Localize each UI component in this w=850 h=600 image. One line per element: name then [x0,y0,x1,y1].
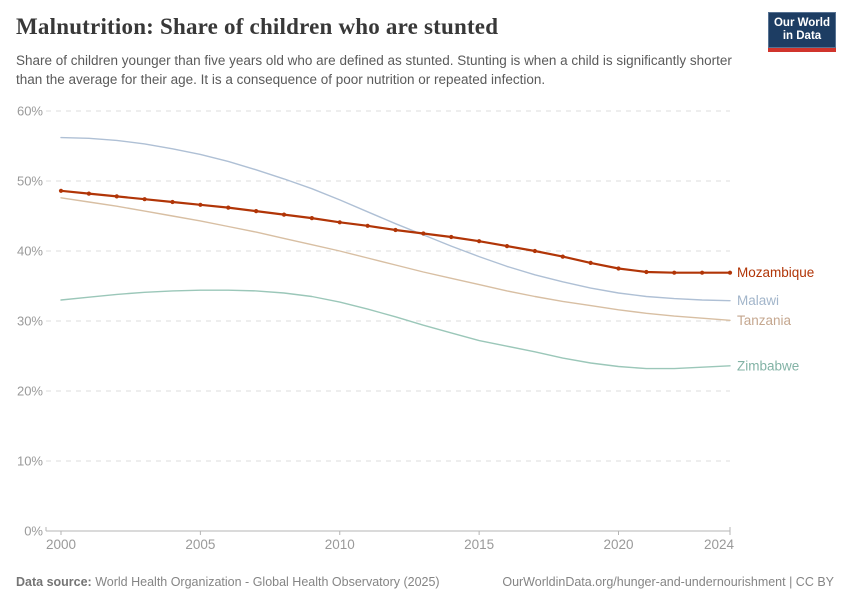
series-line-zimbabwe[interactable] [60,289,731,370]
page-title: Malnutrition: Share of children who are … [16,14,499,39]
series-marker-mozambique [337,220,342,225]
y-tick-label: 10% [17,454,43,469]
series-marker-mozambique [281,212,287,217]
x-tick-label: 2020 [603,537,633,552]
series-marker-mozambique [114,194,119,199]
chart-footer: Data source: World Health Organization -… [16,575,834,589]
chart-subtitle: Share of children younger than five year… [16,53,732,87]
data-source: Data source: World Health Organization -… [16,575,440,589]
series-marker-mozambique [365,223,370,228]
series-marker-mozambique [672,270,677,275]
series-marker-mozambique [86,191,91,196]
series-marker-mozambique [170,199,175,205]
series-marker-mozambique [532,248,537,254]
data-source-label: Data source: [16,575,92,589]
series-line-malawi[interactable] [60,136,731,302]
series-marker-mozambique [309,216,314,221]
owid-logo-line1: Our World [773,17,830,29]
owid-logo[interactable]: Our World in Data [768,12,836,52]
series-label-mozambique[interactable]: Mozambique [737,265,814,280]
series-marker-mozambique [560,254,565,259]
series-marker-mozambique [254,209,259,214]
series-label-zimbabwe[interactable]: Zimbabwe [737,358,799,373]
y-tick-label: 40% [17,244,43,259]
series-label-malawi[interactable]: Malawi [737,293,779,308]
series-marker-mozambique [477,239,482,244]
y-tick-label: 30% [17,314,43,329]
series-marker-mozambique [727,270,733,275]
owid-logo-line2: in Data [782,30,822,42]
y-tick-label: 0% [24,524,43,539]
y-tick-label: 50% [17,174,43,189]
series-marker-mozambique [226,205,231,210]
y-tick-label: 60% [17,104,43,119]
series-marker-mozambique [142,197,147,202]
series-marker-mozambique [588,260,593,265]
x-tick-label: 2010 [325,537,355,552]
series-marker-mozambique [393,227,398,233]
series-label-tanzania[interactable]: Tanzania [737,313,792,328]
owid-link[interactable]: OurWorldinData.org/hunger-and-undernouri… [502,575,834,589]
x-tick-label: 2024 [704,537,735,552]
series-marker-mozambique [198,202,203,207]
series-line-tanzania[interactable] [60,197,731,321]
y-tick-label: 20% [17,384,43,399]
series-marker-mozambique [449,234,454,240]
x-tick-label: 2005 [185,537,215,552]
data-source-value: World Health Organization - Global Healt… [95,575,440,589]
series-marker-mozambique [58,188,64,193]
series-marker-mozambique [616,266,621,271]
series-marker-mozambique [504,244,510,249]
series-marker-mozambique [421,231,426,236]
x-tick-label: 2000 [46,537,76,552]
series-marker-mozambique [644,269,649,275]
series-marker-mozambique [700,270,705,275]
x-tick-label: 2015 [464,537,494,552]
